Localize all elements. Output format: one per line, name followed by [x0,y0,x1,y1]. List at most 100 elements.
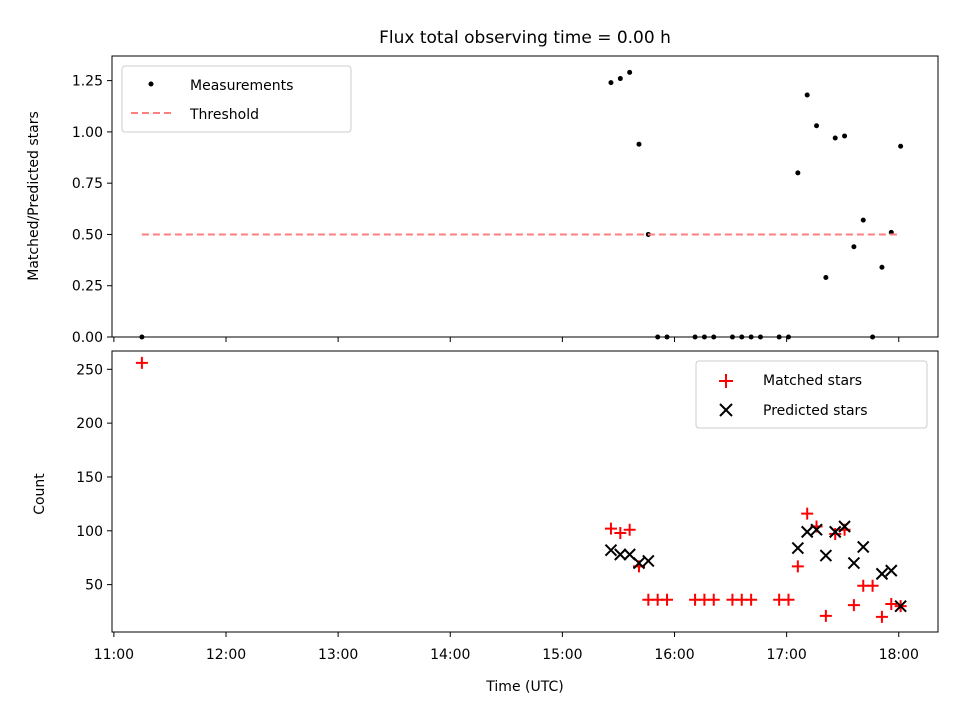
bottom-axes: 11:00 12:00 13:00 14:00 15:00 16:00 17:00 18:00… [76,362,919,663]
top-y-tick-label: 1.25 [72,74,103,90]
predicted-stars-point [604,543,618,557]
measurements-point [870,334,876,340]
measurements-point [748,334,754,340]
measurements-point [739,334,745,340]
bottom-marks [135,356,907,623]
bottom-y-tick-label: 100 [76,524,103,540]
x-tick-label: 14:00 [430,647,470,663]
measurements-point [627,69,633,75]
legend-matched-marker [719,374,733,388]
legend-measurements-label: Measurements [190,78,293,94]
top-y-axis-label: Matched/Predicted stars [26,111,42,281]
x-tick-label: 13:00 [318,647,358,663]
legend-predicted-marker [719,403,733,417]
matched-stars-point [614,526,627,539]
bottom-legend-box [695,360,928,429]
predicted-stars-point [885,564,898,577]
measurements-point [636,141,642,147]
matched-stars-point [791,560,804,573]
matched-stars-point [819,609,832,622]
measurements-point [898,143,904,149]
measurements-point [655,334,661,340]
matched-stars-point [866,579,879,592]
measurements-point [860,217,866,223]
measurements-point [823,275,829,281]
top-legend-box [121,65,352,133]
matched-stars-point [604,522,617,535]
bottom-panel: 11:00 12:00 13:00 14:00 15:00 16:00 17:00 18:00… [32,350,939,695]
measurements-point [711,334,717,340]
measurements-point [795,170,801,176]
measurements-point [851,244,857,250]
top-y-tick-label: 0.75 [72,176,103,192]
matched-stars-point [829,528,842,541]
matched-stars-point [707,593,720,606]
predicted-stars-point [632,556,646,570]
matched-stars-point [623,523,636,536]
x-tick-label: 18:00 [879,647,919,663]
matched-stars-point [801,507,814,520]
legend-predicted-label: Predicted stars [763,403,868,419]
measurements-point [814,123,820,129]
bottom-y-tick-label: 200 [76,416,103,432]
matched-stars-point [135,356,148,369]
bottom-y-axis-label: Count [32,473,48,515]
measurements-point [842,133,848,139]
measurements-point [879,264,885,270]
matched-stars-point [661,593,674,606]
measurements-point [804,92,810,98]
x-tick-label: 16:00 [654,647,694,663]
bottom-y-tick-label: 150 [76,470,103,486]
predicted-stars-point [847,556,861,570]
measurements-point [776,334,782,340]
measurements-point [608,80,614,86]
matched-stars-point [745,593,758,606]
top-y-tick-label: 1.00 [72,125,103,141]
matched-stars-point [782,593,795,606]
measurements-point [785,334,791,340]
measurements-point [617,76,623,82]
top-panel: 0.00 0.25 0.50 0.75 1.00 1.25 Matched/Predict… [26,55,939,346]
x-tick-label: 17:00 [766,647,806,663]
measurements-point [729,334,735,340]
top-y-tick-label: 0.50 [72,227,103,243]
bottom-y-tick-label: 50 [85,578,103,594]
predicted-stars-point [791,541,805,555]
measurements-point [139,334,145,340]
bottom-legend: Matched stars Predicted stars [695,360,928,429]
top-plot-area [111,55,939,338]
predicted-stars-point [800,525,814,539]
predicted-stars-point [642,554,655,568]
top-y-tick-label: 0.00 [72,330,103,346]
matched-stars-point [847,599,860,612]
measurements-point [692,334,698,340]
predicted-stars-point [829,525,842,539]
top-y-tick-label: 0.25 [72,279,103,295]
top-marks [139,69,904,340]
measurements-point [832,135,838,141]
measurements-point [757,334,763,340]
predicted-stars-point [894,599,907,613]
matched-stars-point [885,598,898,611]
predicted-stars-point [819,549,833,562]
bottom-plot-area [111,350,939,633]
top-legend: Measurements Threshold [121,65,352,133]
measurements-point [664,334,670,340]
predicted-stars-point [810,523,823,536]
legend-measurements-marker [148,81,154,87]
matched-stars-point [875,610,888,623]
legend-matched-label: Matched stars [763,373,862,389]
predicted-stars-point [857,540,870,554]
top-axes: 0.00 0.25 0.50 0.75 1.00 1.25 [72,74,900,346]
legend-threshold-label: Threshold [189,107,259,123]
predicted-stars-point [838,520,851,533]
measurements-point [701,334,707,340]
predicted-stars-point [875,567,889,581]
x-tick-label: 15:00 [542,647,582,663]
x-axis-label: Time (UTC) [485,679,563,695]
predicted-stars-point [614,548,627,561]
x-tick-label: 12:00 [206,647,246,663]
x-tick-label: 11:00 [94,647,134,663]
bottom-y-tick-label: 250 [76,362,103,378]
